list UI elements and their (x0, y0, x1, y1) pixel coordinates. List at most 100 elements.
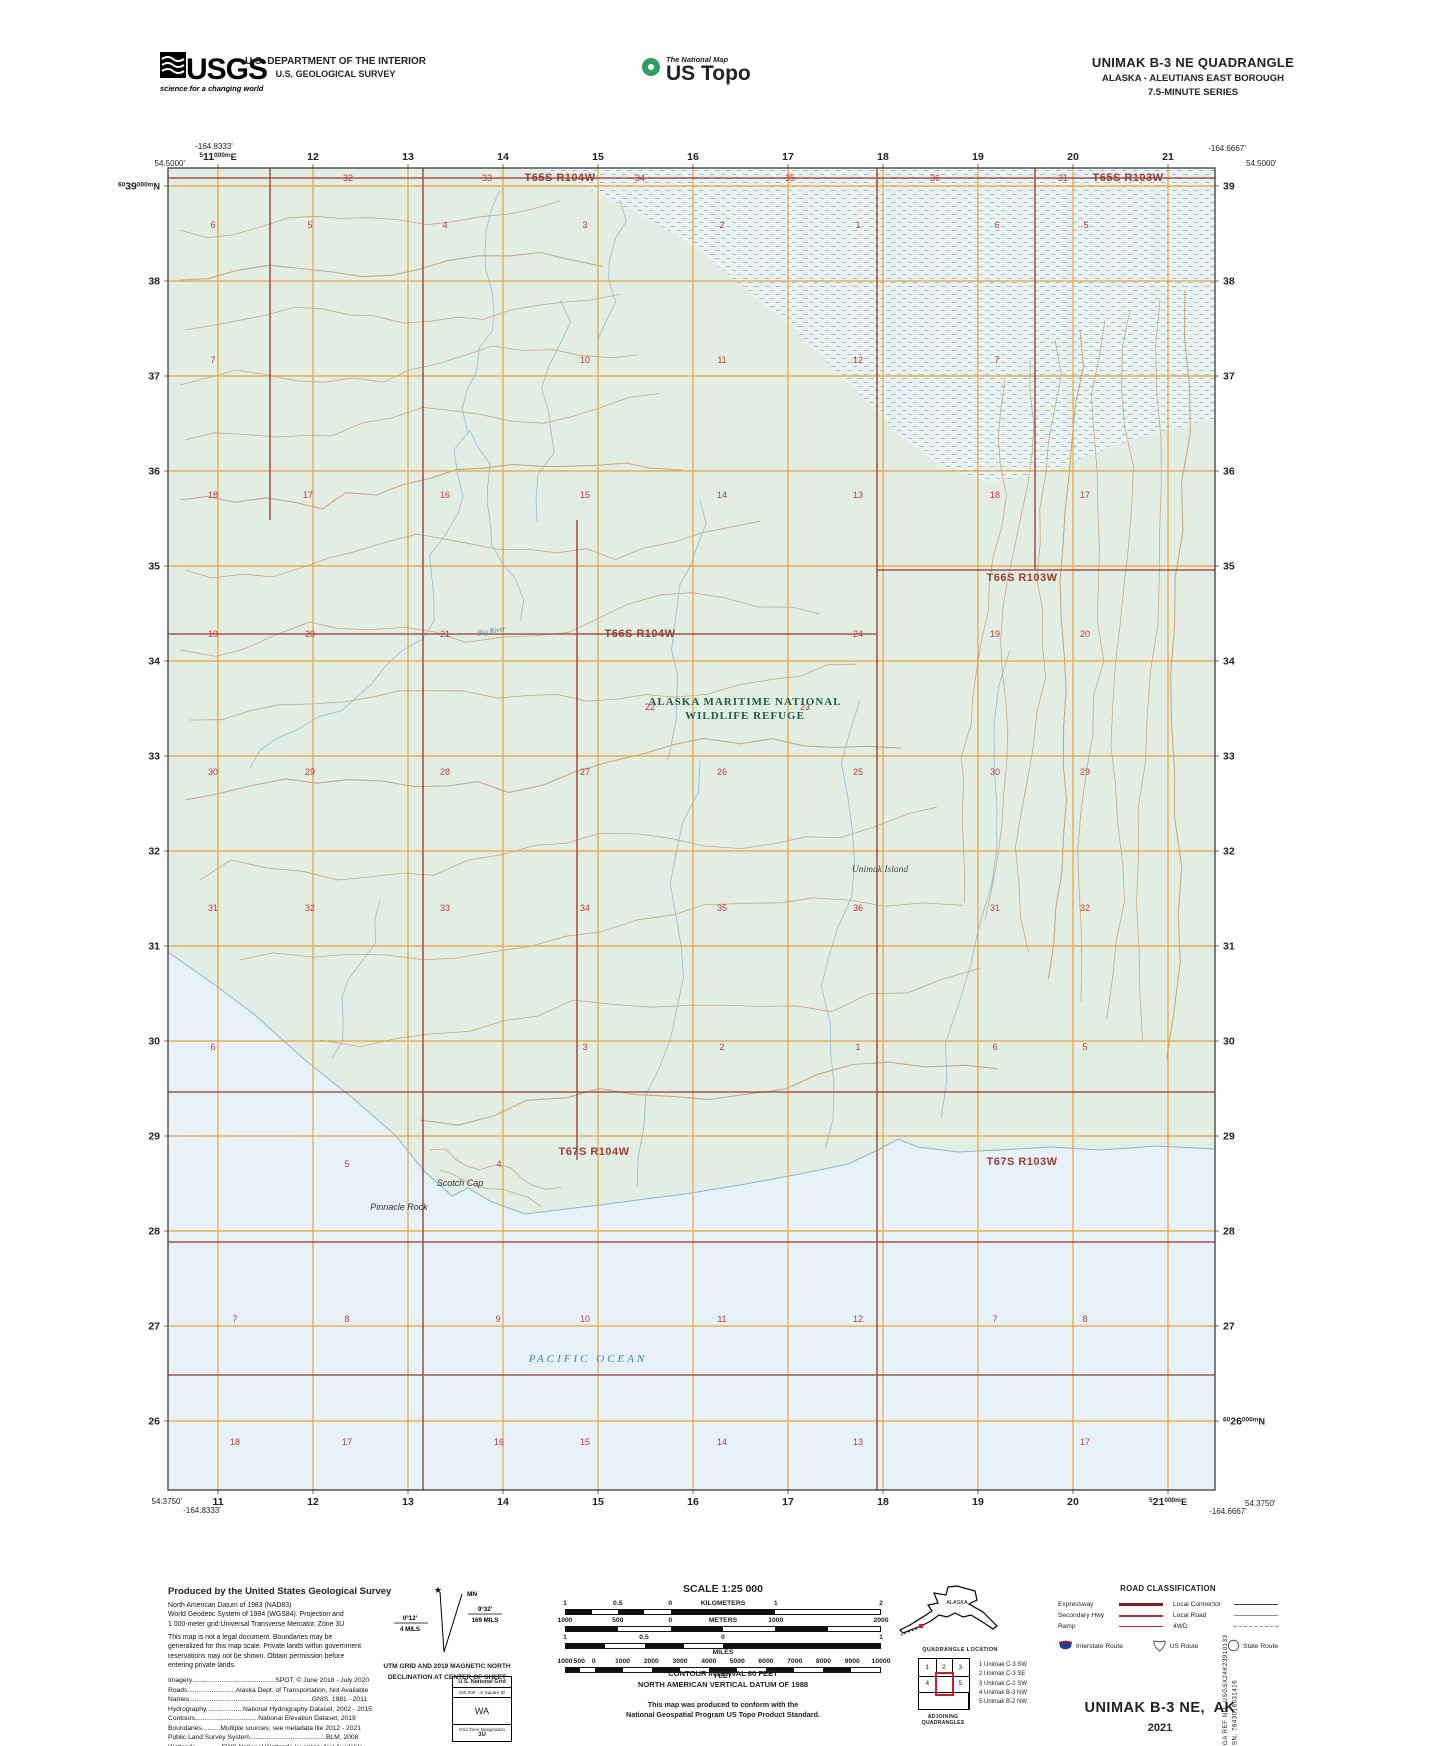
svg-text:20: 20 (1080, 629, 1090, 639)
us-route-shield-icon (1152, 1639, 1167, 1654)
svg-text:20: 20 (305, 629, 315, 639)
svg-text:38: 38 (148, 276, 160, 288)
interstate-shield-icon (1058, 1639, 1073, 1654)
svg-text:5: 5 (344, 1159, 349, 1169)
scale-unit-label: FEET (714, 1673, 732, 1680)
scale-tick-label: 10000 (871, 1658, 891, 1665)
quad-title: UNIMAK B-3 NE QUADRANGLE (1091, 55, 1295, 70)
road-line-sample (1119, 1626, 1163, 1627)
svg-text:17: 17 (782, 151, 794, 163)
svg-text:16: 16 (687, 151, 699, 163)
svg-text:11: 11 (717, 1314, 726, 1324)
svg-text:2: 2 (719, 220, 724, 230)
ustopo-label: US Topo (666, 62, 751, 85)
svg-text:29: 29 (1223, 1131, 1235, 1143)
scale-bar: 1 0.5 0 1 MILES (563, 1634, 883, 1658)
svg-text:14: 14 (717, 1437, 727, 1447)
svg-text:16: 16 (494, 1437, 504, 1447)
svg-text:18: 18 (230, 1437, 240, 1447)
svg-text:31: 31 (148, 941, 160, 953)
edge-ticks (164, 164, 1219, 1494)
svg-text:35: 35 (785, 173, 795, 183)
svg-text:30: 30 (148, 1036, 160, 1048)
svg-text:1: 1 (855, 220, 860, 230)
svg-text:Scotch Cap: Scotch Cap (437, 1178, 484, 1188)
dept-line1: U.S. DEPARTMENT OF THE INTERIOR (245, 56, 426, 67)
scale-tick-label: 500 (612, 1617, 624, 1624)
declination-caption-2: DECLINATION AT CENTER OF SHEET (387, 1673, 507, 1681)
svg-text:T67S R103W: T67S R103W (986, 1156, 1057, 1168)
svg-text:4: 4 (496, 1159, 501, 1169)
svg-text:14: 14 (497, 151, 509, 163)
svg-text:16: 16 (440, 490, 450, 500)
scale-tick-label: 2000 (873, 1617, 889, 1624)
svg-text:Pinnacle Rock: Pinnacle Rock (370, 1202, 428, 1212)
road-class-row: Secondary Hwy (1058, 1610, 1163, 1621)
scale-tick-label: 0.5 (613, 1600, 623, 1607)
route-shield-item: US Route (1152, 1639, 1198, 1654)
svg-text:17: 17 (1080, 1437, 1090, 1447)
usng-zone-label: Grid Zone Designation (453, 1724, 511, 1732)
svg-text:6: 6 (992, 1042, 997, 1052)
svg-text:22: 22 (645, 702, 655, 712)
scale-tick-label: 2000 (643, 1658, 659, 1665)
dept-line2: U.S. GEOLOGICAL SURVEY (275, 69, 396, 79)
svg-text:7: 7 (210, 355, 215, 365)
quad-subtitle: ALASKA - ALEUTIANS EAST BOROUGH (1102, 73, 1284, 84)
svg-text:32: 32 (148, 846, 160, 858)
usng-square-id: WA (474, 1706, 490, 1716)
svg-text:-164.6667': -164.6667' (1209, 1507, 1247, 1516)
svg-text:33: 33 (440, 903, 450, 913)
scale-tick-label: 8000 (815, 1658, 832, 1665)
svg-text:2: 2 (719, 1042, 724, 1052)
svg-text:16: 16 (687, 1496, 699, 1508)
svg-text:6: 6 (210, 220, 215, 230)
production-notes: Produced by the United States Geological… (168, 1586, 436, 1746)
scale-tick-label: 500 (573, 1658, 585, 1665)
svg-text:31: 31 (1223, 941, 1235, 953)
svg-text:36: 36 (1223, 466, 1235, 478)
svg-text:4: 4 (442, 220, 447, 230)
svg-text:30: 30 (208, 767, 218, 777)
adjoining-cell: 4 (919, 1675, 937, 1694)
svg-text:31: 31 (1058, 173, 1068, 183)
road-class-row: 4WD (1173, 1621, 1278, 1632)
svg-text:29: 29 (305, 767, 315, 777)
svg-text:18: 18 (208, 490, 218, 500)
svg-text:30: 30 (990, 767, 1000, 777)
svg-text:169 MILS: 169 MILS (472, 1617, 499, 1624)
scale-bar: 1 0.5 0 KILOMETERS 1 2 (563, 1600, 883, 1617)
road-classification-title: ROAD CLASSIFICATION (1120, 1584, 1216, 1593)
road-class-row: Ramp (1058, 1621, 1163, 1632)
svg-text:29: 29 (148, 1131, 160, 1143)
svg-text:13: 13 (402, 1496, 414, 1508)
svg-text:10: 10 (580, 1314, 590, 1324)
scale-tick-label: 4000 (701, 1658, 717, 1665)
svg-text:8: 8 (344, 1314, 349, 1324)
svg-text:33: 33 (148, 751, 160, 763)
township-lines (168, 168, 1215, 1490)
scale-bar: 1000 500 0 METERS 1000 2000 (557, 1617, 889, 1634)
road-class-label: Local Connector (1173, 1601, 1222, 1608)
svg-text:35: 35 (717, 903, 727, 913)
svg-text:36: 36 (148, 466, 160, 478)
adjoining-cell: 1 (919, 1659, 937, 1677)
alaska-outline-map: ALASKA (898, 1585, 998, 1636)
svg-text:21: 21 (440, 629, 450, 639)
svg-text:WILDLIFE REFUGE: WILDLIFE REFUGE (685, 710, 805, 722)
svg-text:521000mE: 521000mE (1149, 1496, 1187, 1508)
svg-text:★: ★ (434, 1586, 442, 1595)
svg-text:24: 24 (853, 629, 863, 639)
declination-diagram: ★ MN 0°12' 4 MILS 9°32' 169 MILS UTM GRI… (372, 1585, 522, 1683)
svg-text:14: 14 (497, 1496, 509, 1508)
pacific-ocean-area (167, 951, 1216, 1490)
sheet-title-block: UNIMAK B-3 NE, AK 2021 (1020, 1700, 1300, 1734)
svg-text:26: 26 (717, 767, 727, 777)
svg-text:15: 15 (580, 490, 590, 500)
place-labels: ALASKA MARITIME NATIONAL WILDLIFE REFUGE U… (370, 624, 908, 1365)
svg-text:31: 31 (208, 903, 218, 913)
scale-tick-label: 1 (879, 1634, 883, 1641)
